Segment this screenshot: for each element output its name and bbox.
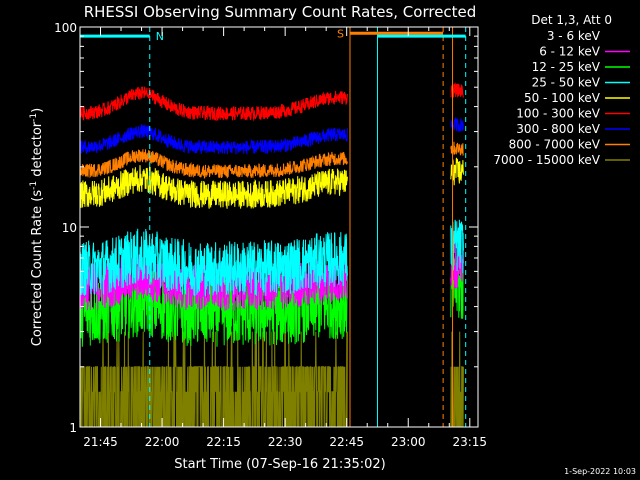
- legend-label: 12 - 25 keV: [532, 60, 601, 74]
- x-axis-label: Start Time (07-Sep-16 21:35:02): [174, 457, 385, 472]
- y-axis-label: Corrected Count Rate (s-1 detector-1): [29, 108, 45, 346]
- x-tick-label: 23:15: [452, 435, 487, 449]
- data-layer: [80, 82, 464, 427]
- footer-timestamp: 1-Sep-2022 10:03: [564, 467, 636, 476]
- y-axis-label-sup: -1: [29, 181, 39, 190]
- x-tick-label: 22:00: [145, 435, 180, 449]
- y-tick-label: 1: [69, 421, 77, 435]
- series-trace: [450, 331, 464, 427]
- x-tick-label: 22:45: [329, 435, 364, 449]
- y-axis-label-mid: detector: [30, 121, 45, 181]
- y-axis-label-sup2: -1: [29, 113, 39, 122]
- legend-label: 800 - 7000 keV: [509, 138, 601, 152]
- legend-title: Det 1,3, Att 0: [531, 13, 612, 27]
- legend-label: 100 - 300 keV: [516, 107, 600, 121]
- legend-label: 50 - 100 keV: [524, 91, 601, 105]
- series-trace: [80, 228, 348, 297]
- legend-label: 25 - 50 keV: [532, 76, 601, 90]
- y-tick-label: 100: [54, 21, 77, 35]
- flag-label: S: [337, 27, 344, 40]
- axes-layer: 1 10 100 21:45 22:00 22:15 22:30 22:45 23:00 23:1…: [54, 21, 487, 449]
- series-trace: [80, 149, 348, 179]
- series-trace: [80, 86, 348, 122]
- legend-label: 6 - 12 keV: [539, 45, 601, 59]
- x-tick-label: 22:15: [206, 435, 241, 449]
- y-axis-label-main: Corrected Count Rate (s: [30, 190, 45, 347]
- y-tick-label: 10: [62, 221, 77, 235]
- x-tick-label: 23:00: [391, 435, 426, 449]
- chart-title: RHESSI Observing Summary Count Rates, Co…: [84, 3, 477, 21]
- series-trace: [80, 331, 348, 427]
- x-tick-label: 22:30: [268, 435, 303, 449]
- legend-label: 7000 - 15000 keV: [493, 153, 600, 167]
- y-axis-label-tail: ): [30, 108, 45, 113]
- series-trace: [80, 124, 348, 155]
- flag-label: N: [156, 30, 164, 43]
- legend-label: 3 - 6 keV: [547, 29, 601, 43]
- series-trace: [80, 165, 348, 209]
- x-tick-label: 21:45: [83, 435, 118, 449]
- legend-label: 300 - 800 keV: [516, 122, 600, 136]
